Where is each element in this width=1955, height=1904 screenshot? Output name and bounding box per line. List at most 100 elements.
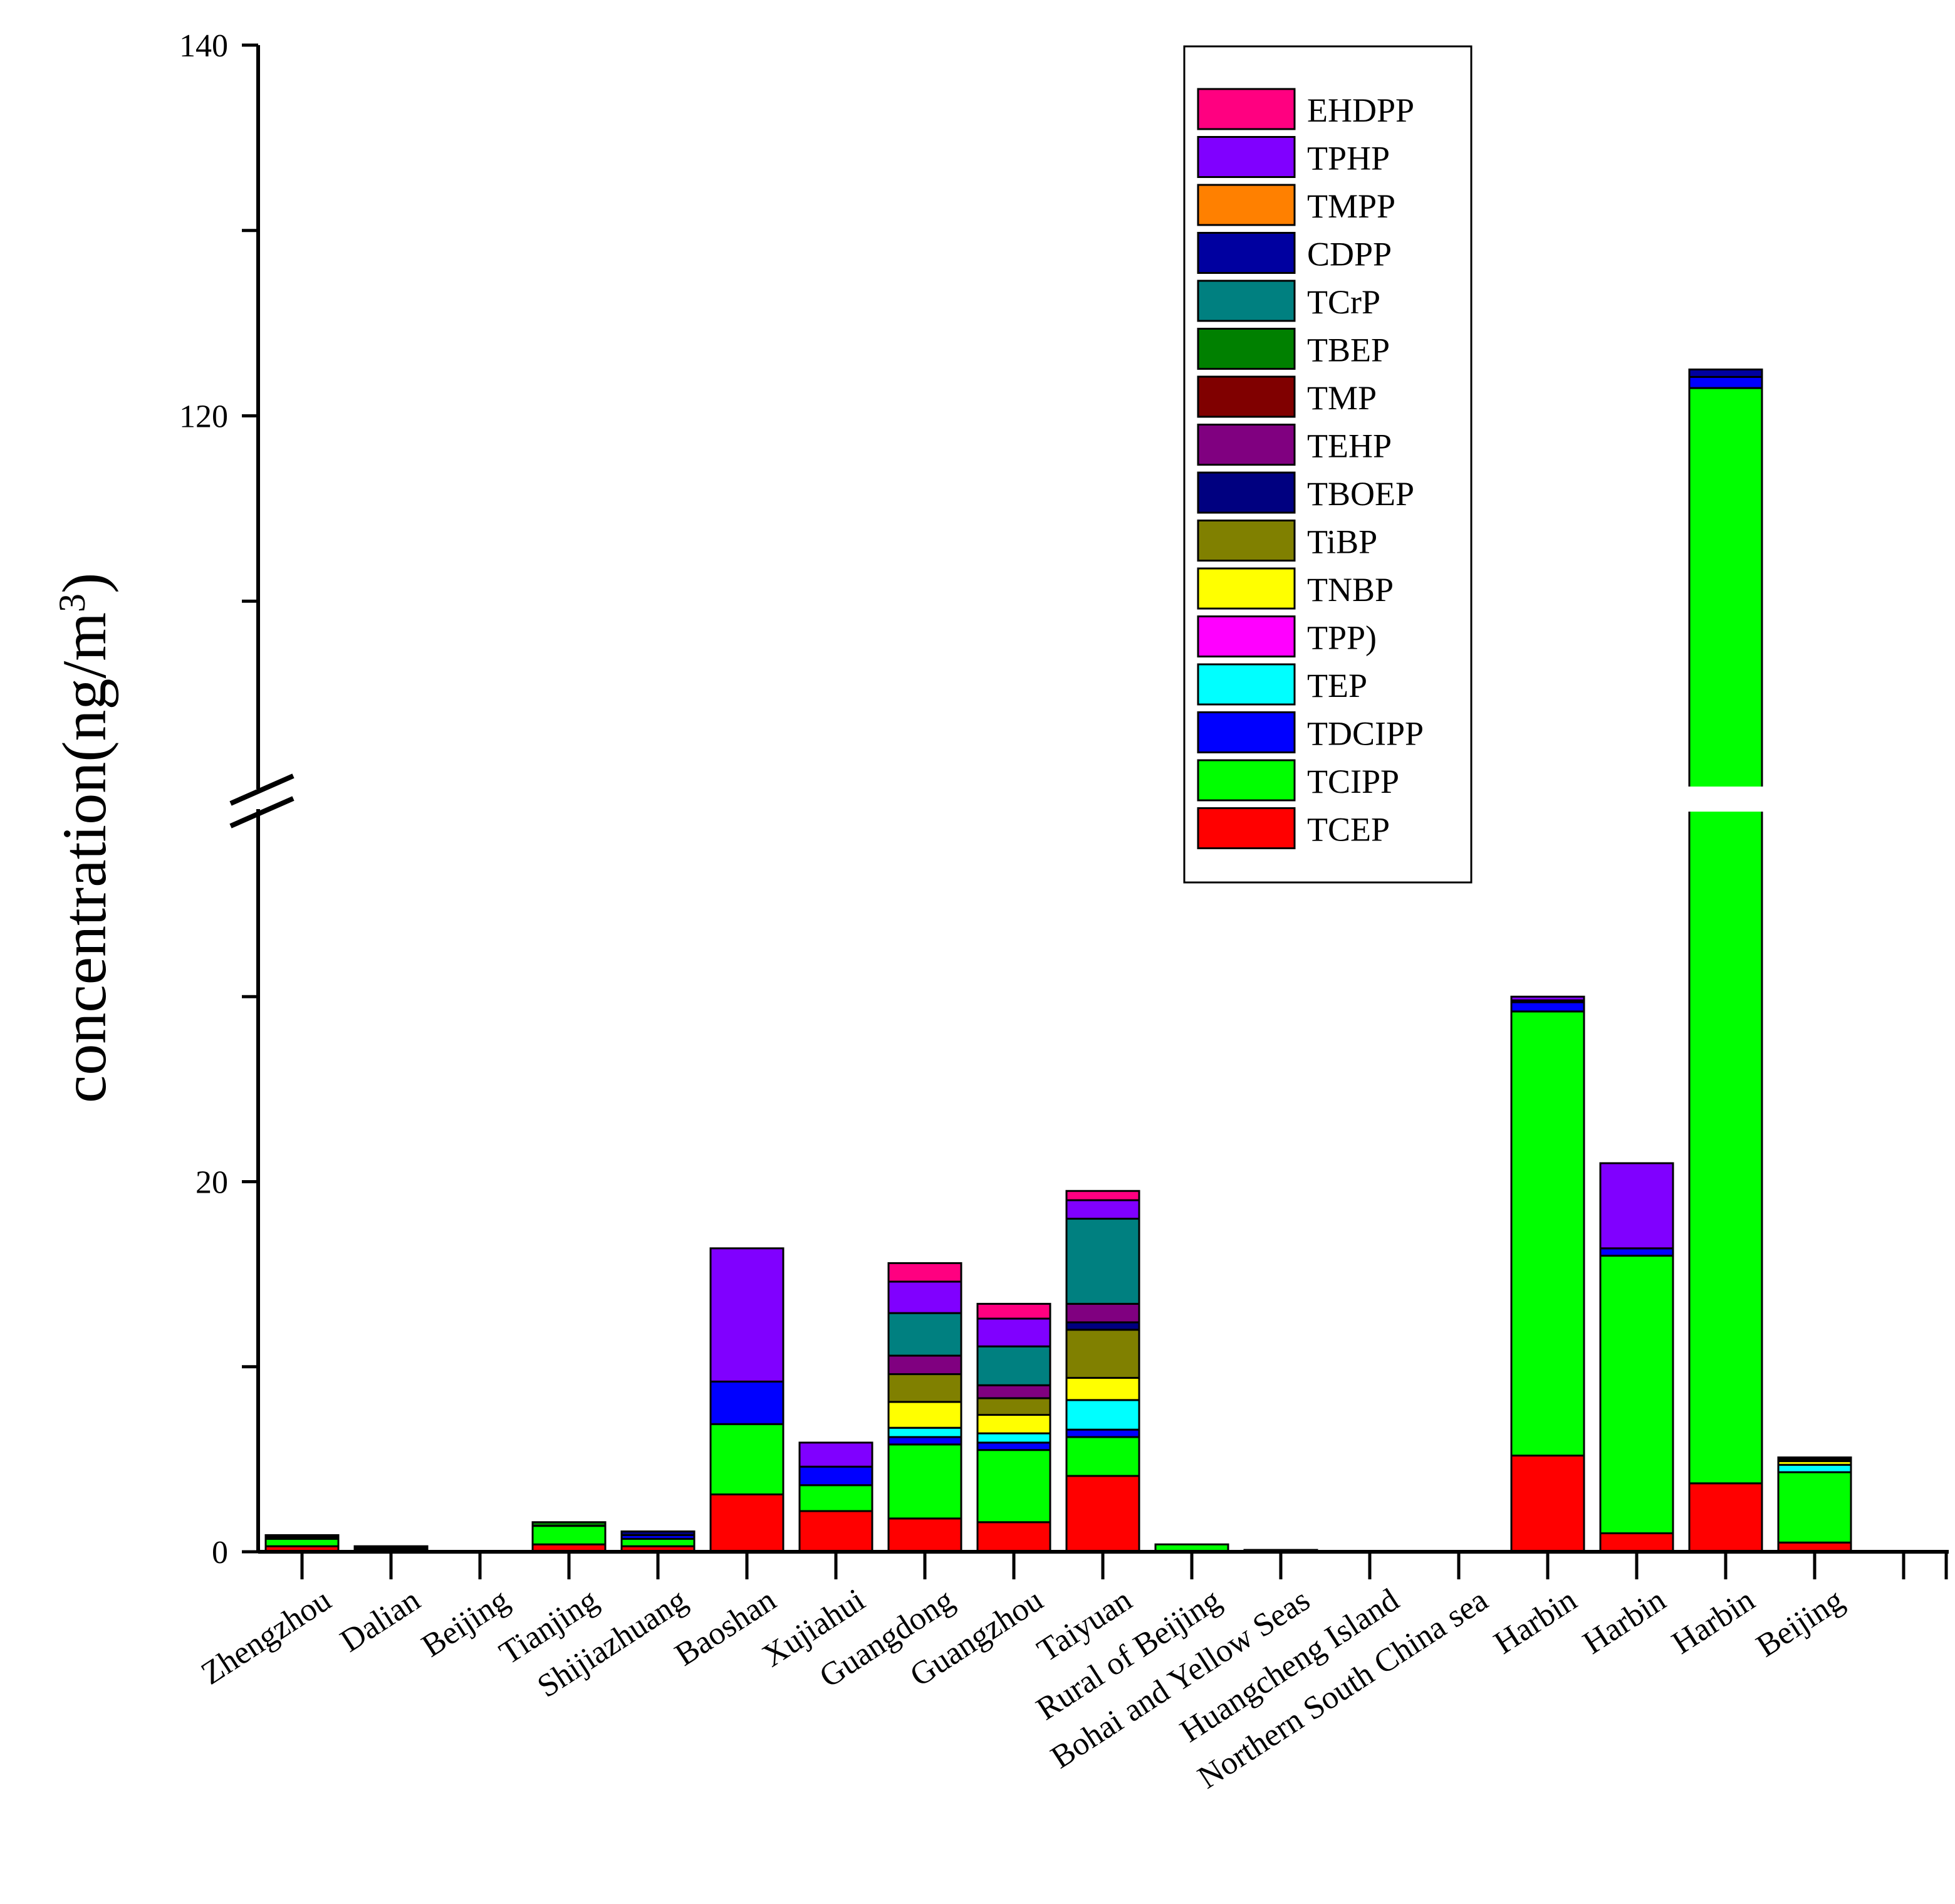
bar-segment-tphp (1510, 995, 1585, 1002)
bar-segment-tdcipp (1510, 1001, 1585, 1013)
category-labels: ZhengzhouDalianBeijingTianjingShijiazhua… (195, 1582, 1850, 1796)
bar-segment-tphp (1065, 1199, 1140, 1220)
y-tick-label: 120 (179, 399, 228, 435)
bar-segment-tdcipp (709, 1380, 785, 1425)
bar-segment-ehdpp (887, 1262, 962, 1283)
legend-label-tcep: TCEP (1307, 811, 1390, 849)
legend-label-cdpp: CDPP (1307, 236, 1392, 273)
bar-segment-tdcipp (887, 1436, 962, 1446)
legend-swatch-tdcipp (1197, 711, 1296, 753)
bar-segment-tnbp (976, 1414, 1051, 1435)
bar-segment-tphp (976, 1317, 1051, 1347)
bar-segment-tcipp (620, 1537, 696, 1547)
bar-segment-tphp (887, 1280, 962, 1314)
bar-segment-tcep (887, 1517, 962, 1553)
y-axis-label-superscript: 3 (51, 594, 93, 612)
bar-segment-tep (976, 1432, 1051, 1444)
legend-swatch-tbep (1197, 328, 1296, 370)
legend-label-ehdpp: EHDPP (1307, 92, 1414, 129)
legend-swatch-tcipp (1197, 759, 1296, 802)
bar-segment-tdcipp (798, 1465, 873, 1487)
bar-segment-tphp (1599, 1162, 1674, 1250)
legend-swatch-tep (1197, 663, 1296, 706)
legend-swatch-tmpp (1197, 184, 1296, 226)
axis-break-mark (229, 796, 295, 829)
bar-segment-tdcipp (976, 1441, 1051, 1452)
bar-segment-tcep (1065, 1475, 1140, 1553)
legend-swatch-tpp (1197, 615, 1296, 657)
bar-segment-tcep (1688, 1482, 1763, 1553)
legend-label-tep: TEP (1307, 667, 1367, 704)
bar-segment-ehdpp (1065, 1190, 1140, 1201)
x-tick-label: Beijing (1750, 1582, 1850, 1664)
bar-segment-tcep (1599, 1532, 1674, 1553)
bar-segment-tibp (976, 1397, 1051, 1416)
y-tick-label: 0 (212, 1535, 228, 1571)
x-tick-label: Zhengzhou (195, 1582, 337, 1692)
legend-swatch-ehdpp (1197, 88, 1296, 130)
bar-segment-tibp (1065, 1329, 1140, 1379)
bar-segment-tcipp (531, 1525, 607, 1546)
bar-segment-tcipp (1510, 1010, 1585, 1457)
legend-label-tdcipp: TDCIPP (1307, 715, 1424, 753)
bar-segment-tcipp (1777, 1471, 1852, 1544)
bar-segment-tboep (1065, 1321, 1140, 1331)
x-tick-label: Dalian (334, 1582, 426, 1659)
bar-segment-tcep (1510, 1454, 1585, 1553)
bars-layer (264, 369, 1852, 1553)
bar-segment-tboep (620, 1530, 696, 1536)
bar-segment-tnbp (887, 1401, 962, 1429)
bar-segment-tboep (1777, 1456, 1852, 1460)
legend-label-tehp: TEHP (1307, 427, 1392, 465)
bar-segment-tdcipp (1065, 1428, 1140, 1438)
legend-swatch-tcrp (1197, 280, 1296, 322)
bar-segment-tbep (264, 1534, 340, 1538)
bar-segment-tbep (531, 1521, 607, 1527)
bar-segment-tcrp (887, 1312, 962, 1357)
legend-swatch-tmp (1197, 375, 1296, 418)
bar-segment-tibp (887, 1373, 962, 1403)
legend-label-tphp: TPHP (1307, 140, 1390, 177)
y-tick-label: 140 (179, 28, 228, 64)
bar-segment-tep (1065, 1399, 1140, 1431)
bar-segment-tcipp (709, 1423, 785, 1495)
legend-label-tpp: TPP) (1307, 619, 1377, 657)
bar-segment-tcipp (264, 1537, 340, 1547)
bar-segment-tcep (976, 1521, 1051, 1553)
legend-label-tibp: TiBP (1307, 523, 1377, 561)
bar-segment-tehp (976, 1384, 1051, 1399)
x-tick-label: Harbin (1577, 1582, 1672, 1661)
bar-segment-tnbp (1065, 1376, 1140, 1401)
bar-segment-tdcipp (1599, 1247, 1674, 1257)
bar-segment-tphp (798, 1441, 873, 1468)
y-axis-label-close: ) (50, 573, 119, 594)
bar-segment-tcep (709, 1493, 785, 1553)
legend-swatch-tphp (1197, 136, 1296, 178)
legend-swatch-tnbp (1197, 567, 1296, 610)
bar-segment-tcrp (1065, 1218, 1140, 1305)
legend-label-tbep: TBEP (1307, 332, 1390, 369)
bar-segment-tehp (887, 1354, 962, 1376)
bar-segment-tphp (709, 1247, 785, 1383)
bar-segment-tcipp (1688, 387, 1763, 1485)
legend-swatch-tibp (1197, 520, 1296, 562)
y-tick-label: 20 (196, 1165, 228, 1201)
bar-break-gap (1687, 787, 1765, 812)
y-axis-label-text: concentration(ng/m (50, 612, 119, 1103)
y-axis-label: concentration(ng/m3) (50, 573, 119, 1103)
legend-label-tnbp: TNBP (1307, 571, 1394, 609)
legend-swatch-tehp (1197, 424, 1296, 466)
legend: EHDPP TPHP TMPP CDPP TCrP TBEP TMP TEHP TBOEP TiB… (1183, 45, 1473, 884)
axes-layer: 0 20 120 140 (179, 28, 1949, 1579)
bar-segment-tcep (798, 1510, 873, 1553)
legend-label-tcrp: TCrP (1307, 283, 1380, 321)
bar-segment-tbep (353, 1545, 429, 1549)
x-tick-label: Harbin (1488, 1582, 1583, 1661)
bar-segment-ehdpp (976, 1302, 1051, 1320)
bar-segment-tcrp (976, 1345, 1051, 1386)
legend-label-tmpp: TMPP (1307, 187, 1395, 225)
bar-segment-cdpp (1688, 369, 1763, 378)
bar-segment-tcipp (1065, 1436, 1140, 1477)
bar-segment-tehp (1065, 1302, 1140, 1324)
